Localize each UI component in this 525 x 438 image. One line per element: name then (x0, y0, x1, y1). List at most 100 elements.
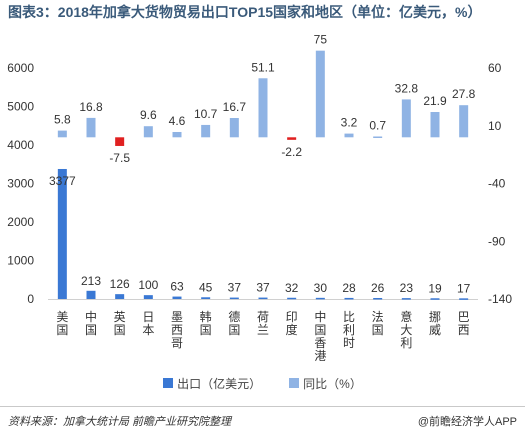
export-bar (143, 295, 153, 299)
export-bar (201, 297, 211, 299)
export-data-label: 3377 (49, 174, 76, 188)
export-data-label: 17 (457, 281, 471, 295)
category-label: 韩 (200, 309, 212, 324)
y-right-tick-label: 60 (488, 61, 502, 75)
growth-bar (201, 124, 211, 138)
growth-bar (57, 130, 67, 138)
export-data-label: 63 (170, 280, 184, 294)
category-label: 哥 (171, 336, 183, 350)
growth-data-label: 27.8 (452, 87, 476, 101)
export-data-label: 37 (256, 281, 270, 295)
category-label: 时 (343, 336, 355, 350)
category-label: 西 (458, 323, 470, 337)
growth-data-label: 10.7 (194, 107, 218, 121)
chart-title: 图表3：2018年加拿大货物贸易出口TOP15国家和地区（单位：亿美元，%） (8, 4, 482, 20)
growth-data-label: 9.6 (140, 108, 157, 122)
growth-bar (459, 105, 469, 138)
export-bar (459, 298, 469, 300)
growth-data-label: 5.8 (54, 113, 71, 127)
category-label: 比 (343, 310, 355, 324)
growth-bar (401, 99, 411, 138)
export-data-label: 32 (285, 281, 299, 295)
category-label: 挪 (429, 310, 441, 324)
export-bar (430, 298, 440, 300)
growth-data-label: 51.1 (251, 60, 275, 74)
legend-swatch-growth (289, 378, 300, 388)
y-right-tick-label: -40 (488, 177, 506, 191)
export-data-label: 37 (228, 281, 242, 295)
category-label: 国 (114, 323, 126, 337)
footer-divider (0, 406, 525, 407)
category-label: 意 (400, 309, 412, 324)
category-label: 英 (114, 310, 126, 324)
export-bar (229, 297, 239, 300)
export-data-label: 100 (138, 278, 158, 292)
growth-data-label: 3.2 (341, 116, 358, 130)
export-data-label: 28 (342, 281, 356, 295)
growth-bar (143, 126, 153, 138)
y-right-tick-label: -140 (488, 292, 512, 306)
growth-bar (86, 117, 96, 138)
y-left-tick-label: 0 (27, 292, 34, 306)
category-label: 巴 (458, 310, 470, 324)
category-label: 国 (85, 323, 97, 337)
export-bar (258, 297, 268, 300)
y-right-tick-label: -90 (488, 234, 506, 248)
category-label: 大 (400, 323, 412, 337)
growth-data-label: 0.7 (369, 118, 386, 132)
export-data-label: 213 (81, 274, 101, 288)
export-data-label: 126 (110, 277, 130, 291)
category-label: 荷 (257, 310, 269, 324)
growth-data-label: -2.2 (281, 145, 302, 159)
growth-data-label: 21.9 (423, 94, 447, 108)
export-bar (315, 297, 325, 300)
growth-data-label: -7.5 (109, 151, 130, 165)
growth-data-label: 4.6 (169, 114, 186, 128)
category-label: 国 (200, 323, 212, 337)
category-label: 国 (314, 323, 326, 337)
y-right-tick-label: 10 (488, 119, 502, 133)
growth-data-label: 32.8 (395, 81, 419, 95)
legend-item-growth: 同比（%） (289, 375, 362, 392)
category-label: 利 (343, 323, 355, 337)
y-left-tick-label: 2000 (7, 215, 34, 229)
export-bar (57, 168, 67, 299)
category-label: 国 (228, 323, 240, 337)
export-bar (287, 297, 297, 300)
category-label: 国 (56, 323, 68, 337)
growth-bar (172, 131, 182, 138)
growth-data-label: 75 (314, 33, 328, 47)
growth-bar (344, 133, 354, 138)
growth-bar (315, 50, 325, 138)
category-label: 利 (400, 336, 412, 350)
growth-bar (115, 137, 125, 146)
export-data-label: 45 (199, 280, 213, 294)
legend-label-export: 出口（亿美元） (177, 376, 262, 391)
y-left-tick-label: 3000 (7, 177, 34, 191)
export-bar (115, 294, 125, 299)
category-label: 香 (314, 336, 326, 350)
category-label: 威 (429, 323, 441, 337)
growth-data-label: 16.7 (223, 100, 247, 114)
export-data-label: 26 (371, 281, 385, 295)
growth-bar (229, 118, 239, 138)
category-label: 印 (286, 310, 298, 324)
legend: 出口（亿美元） 同比（%） (0, 373, 525, 393)
category-label: 西 (171, 323, 183, 337)
growth-bar (287, 137, 297, 140)
y-left-tick-label: 6000 (7, 61, 34, 75)
category-label: 国 (372, 323, 384, 337)
category-label: 法 (372, 310, 384, 324)
brand-watermark: @前瞻经济学人APP (417, 416, 517, 428)
source-note: 资料来源：加拿大统计局 前瞻产业研究院整理 (8, 416, 232, 428)
category-label: 中 (314, 309, 326, 324)
export-bar (401, 298, 411, 300)
export-bar (86, 290, 96, 299)
export-data-label: 23 (400, 281, 414, 295)
category-label: 本 (142, 323, 154, 337)
legend-label-growth: 同比（%） (303, 376, 362, 391)
export-bar (344, 297, 354, 300)
y-left-tick-label: 5000 (7, 100, 34, 114)
export-data-label: 30 (314, 281, 328, 295)
